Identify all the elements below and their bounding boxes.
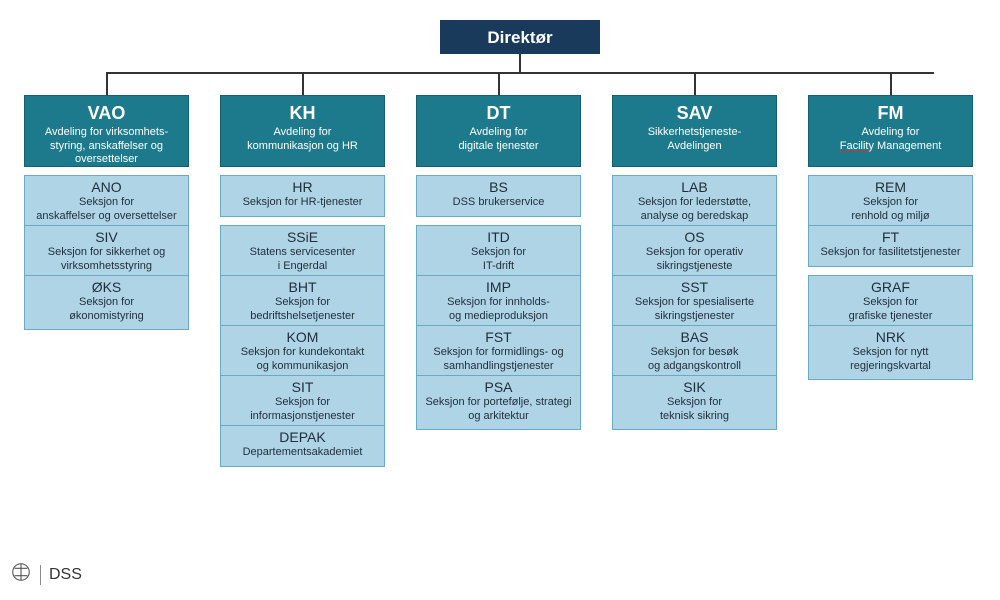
dept-desc: Avdeling forFacility Management [815,126,966,154]
section-code: ØKS [31,280,182,295]
section-desc: Seksjon for operativsikringstjeneste [619,246,770,272]
section-sst: SST Seksjon for spesialisertesikringstje… [612,275,777,330]
dept-code: VAO [31,104,182,124]
connector-vert-from-director [519,54,521,72]
section-code: BHT [227,280,378,295]
dept-dt: DT Avdeling fordigitale tjenester [416,95,581,167]
section-desc: Seksjon forbedriftshelsetjenester [227,296,378,322]
dept-fm: FM Avdeling forFacility Management [808,95,973,167]
footer-divider [40,565,41,585]
dept-code: DT [423,104,574,124]
section-bs: BS DSS brukerservice [416,175,581,217]
footer-org: DSS [49,566,82,584]
section-bas: BAS Seksjon for besøkog adgangskontroll [612,325,777,380]
section-code: ITD [423,230,574,245]
connector-horizontal [106,72,934,74]
dept-sav: SAV Sikkerhetstjeneste-Avdelingen [612,95,777,167]
connector-drop-0 [106,72,108,95]
section-psa: PSA Seksjon for portefølje, strategiog a… [416,375,581,430]
section-code: SSiE [227,230,378,245]
connector-drop-1 [302,72,304,95]
section-nrk: NRK Seksjon for nyttregjeringskvartal [808,325,973,380]
section-code: IMP [423,280,574,295]
section-desc: Seksjon for sikkerhet ogvirksomhetsstyri… [31,246,182,272]
section-graf: GRAF Seksjon forgrafiske tjenester [808,275,973,330]
dept-desc: Avdeling for virksomhets­styring, anskaf… [31,126,182,167]
section-code: GRAF [815,280,966,295]
dept-desc: Sikkerhetstjeneste-Avdelingen [619,126,770,154]
section-oks: ØKS Seksjon forøkonomistyring [24,275,189,330]
connector-drop-3 [694,72,696,95]
section-os: OS Seksjon for operativsikringstjeneste [612,225,777,280]
section-desc: Seksjon forgrafiske tjenester [815,296,966,322]
section-code: OS [619,230,770,245]
section-itd: ITD Seksjon forIT-drift [416,225,581,280]
section-desc: Seksjon for formidlings- ogsamhandlingst… [423,346,574,372]
section-desc: Seksjon for spesialisertesikringstjenest… [619,296,770,322]
section-desc: Seksjon foranskaffelser og oversettelser [31,196,182,222]
section-code: SIV [31,230,182,245]
dept-kh: KH Avdeling forkommunikasjon og HR [220,95,385,167]
dept-desc: Avdeling fordigitale tjenester [423,126,574,154]
section-desc: Seksjon for nyttregjeringskvartal [815,346,966,372]
section-desc: Seksjon for HR-tjenester [227,196,378,209]
section-code: SST [619,280,770,295]
section-code: BS [423,180,574,195]
section-siv: SIV Seksjon for sikkerhet ogvirksomhetss… [24,225,189,280]
section-desc: Seksjon forIT-drift [423,246,574,272]
section-code: PSA [423,380,574,395]
dept-desc: Avdeling forkommunikasjon og HR [227,126,378,154]
section-code: NRK [815,330,966,345]
section-sik: SIK Seksjon forteknisk sikring [612,375,777,430]
section-code: BAS [619,330,770,345]
connector-drop-4 [890,72,892,95]
org-chart: Direktør VAO Avdeling for virksomhets­st… [0,0,1000,600]
connector-drop-2 [498,72,500,95]
crest-icon [10,561,32,588]
section-desc: Seksjon forteknisk sikring [619,396,770,422]
section-hr: HR Seksjon for HR-tjenester [220,175,385,217]
director-label: Direktør [487,28,552,47]
section-code: SIK [619,380,770,395]
section-desc: Seksjon for lederstøtte,analyse og bered… [619,196,770,222]
footer-logo: DSS [10,561,82,588]
section-desc: Seksjon for kundekontaktog kommunikasjon [227,346,378,372]
section-code: KOM [227,330,378,345]
director-box: Direktør [440,20,600,54]
section-desc: DSS brukerservice [423,196,574,209]
section-code: FT [815,230,966,245]
section-kom: KOM Seksjon for kundekontaktog kommunika… [220,325,385,380]
section-fst: FST Seksjon for formidlings- ogsamhandli… [416,325,581,380]
section-rem: REM Seksjon forrenhold og miljø [808,175,973,230]
section-desc: Seksjon forinformasjonstjenester [227,396,378,422]
section-ft: FT Seksjon for fasilitetstjenester [808,225,973,267]
section-desc: Seksjon forøkonomistyring [31,296,182,322]
section-code: LAB [619,180,770,195]
section-desc: Statens servicesenteri Engerdal [227,246,378,272]
section-desc: Seksjon for fasilitetstjenester [815,246,966,259]
section-desc: Seksjon for besøkog adgangskontroll [619,346,770,372]
section-lab: LAB Seksjon for lederstøtte,analyse og b… [612,175,777,230]
dept-code: FM [815,104,966,124]
section-code: FST [423,330,574,345]
section-code: HR [227,180,378,195]
section-code: ANO [31,180,182,195]
section-sit: SIT Seksjon forinformasjonstjenester [220,375,385,430]
section-depak: DEPAK Departementsakademiet [220,425,385,467]
dept-vao: VAO Avdeling for virksomhets­styring, an… [24,95,189,167]
section-desc: Seksjon for portefølje, strategiog arkit… [423,396,574,422]
section-desc: Seksjon for innholds-og medieproduksjon [423,296,574,322]
section-code: SIT [227,380,378,395]
section-ssie: SSiE Statens servicesenteri Engerdal [220,225,385,280]
dept-code: KH [227,104,378,124]
section-desc: Departementsakademiet [227,446,378,459]
dept-code: SAV [619,104,770,124]
section-code: DEPAK [227,430,378,445]
section-bht: BHT Seksjon forbedriftshelsetjenester [220,275,385,330]
section-code: REM [815,180,966,195]
section-ano: ANO Seksjon foranskaffelser og oversette… [24,175,189,230]
section-imp: IMP Seksjon for innholds-og medieproduks… [416,275,581,330]
section-desc: Seksjon forrenhold og miljø [815,196,966,222]
